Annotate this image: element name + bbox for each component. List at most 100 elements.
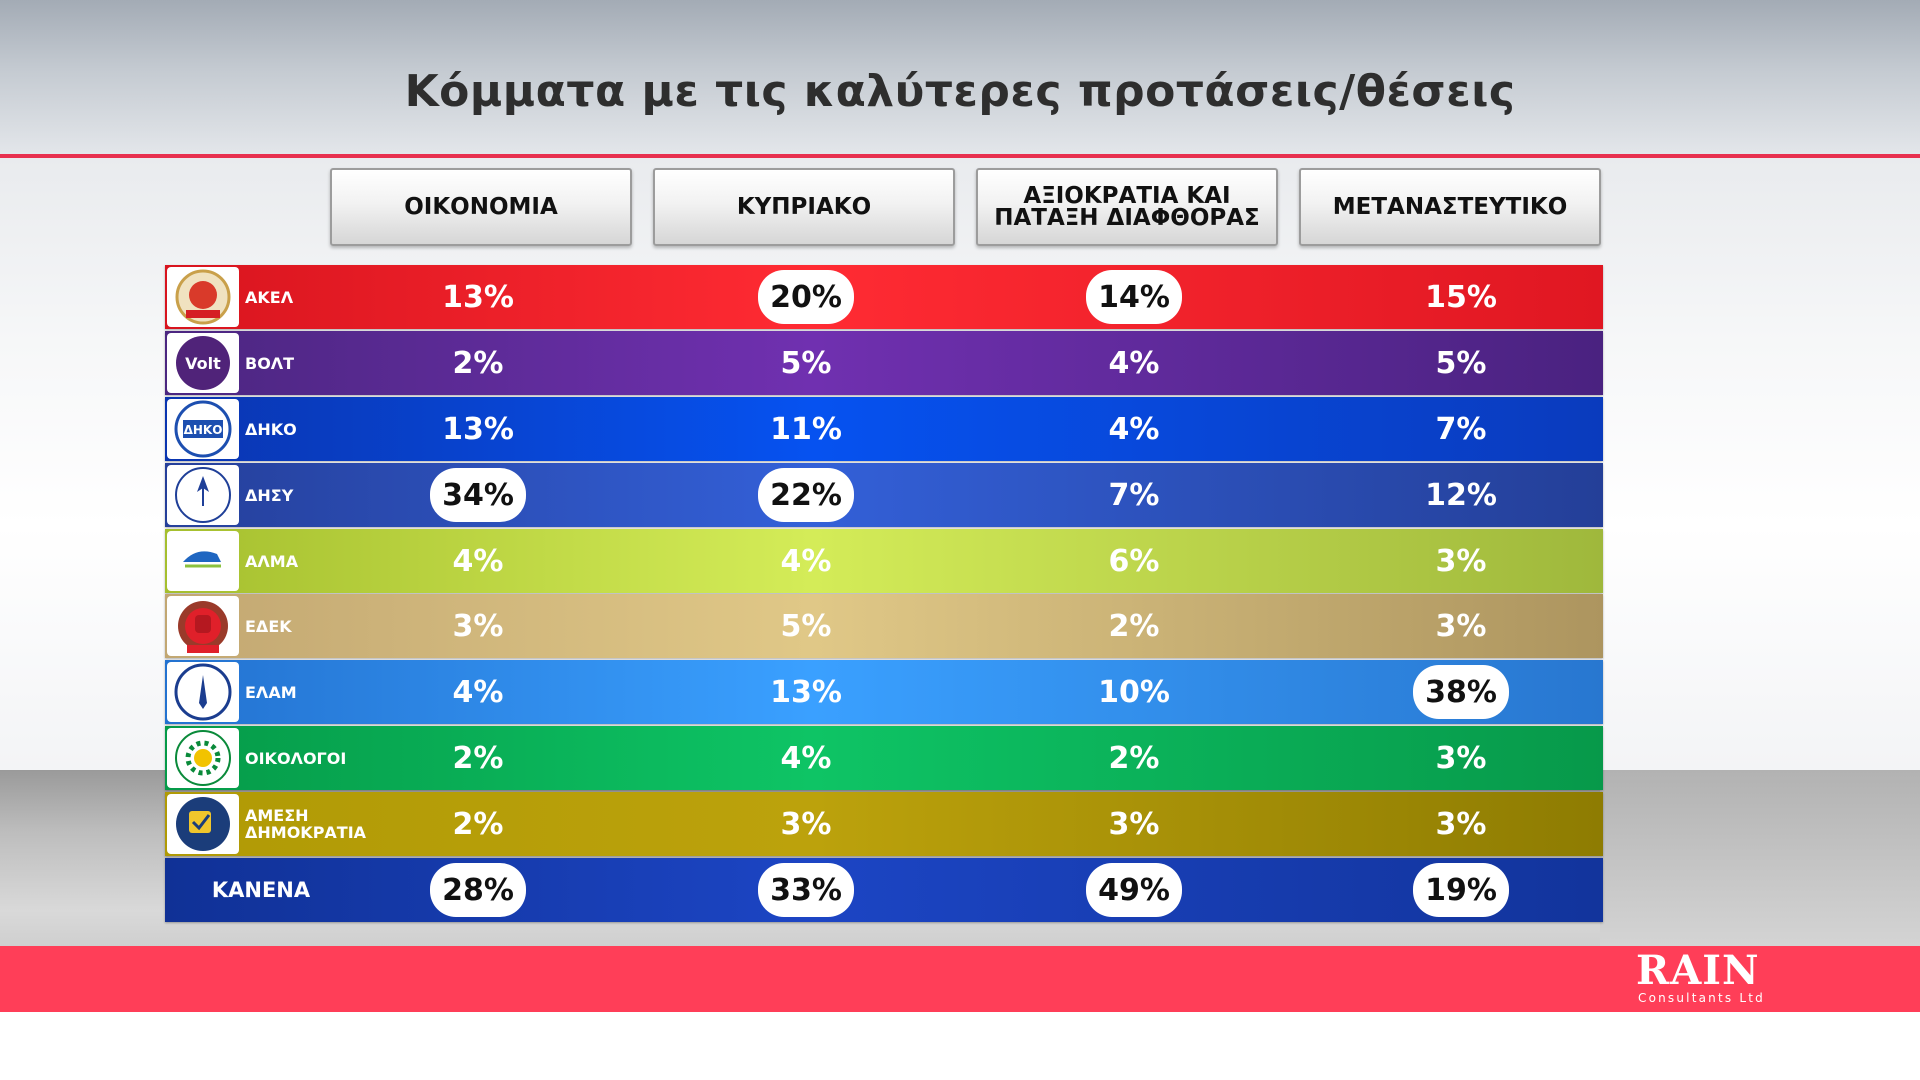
table-row: ΕΛΑΜ 4% 13% 10% 38% [165,660,1603,724]
header-background [0,0,1920,154]
highlighted-value: 14% [1086,270,1182,324]
value-cell: 3% [1406,529,1516,593]
value-label: 3% [1435,608,1487,644]
value-label: 2% [452,740,504,776]
volt-logo-icon: Volt [167,333,239,393]
value-cell: 3% [423,594,533,658]
value-label: 7% [1435,411,1487,447]
value-label: 15% [1425,279,1497,315]
value-cell: 4% [1079,331,1189,395]
oikologoi-logo-icon [167,728,239,788]
rain-logo: RAIN Consultants Ltd [1636,950,1786,1010]
value-label: 3% [1435,806,1487,842]
value-label: 3% [452,608,504,644]
floor-stage [1600,770,1920,946]
party-name: ΕΔΕΚ [245,616,292,636]
value-cell: 7% [1079,463,1189,527]
value-cell: 3% [1406,726,1516,790]
value-cell: 5% [1406,331,1516,395]
value-cell: 11% [751,397,861,461]
value-label: 3% [780,806,832,842]
table-row: ΕΔΕΚ 3% 5% 2% 3% [165,594,1603,658]
value-cell: 2% [423,792,533,856]
value-label: 13% [442,279,514,315]
value-label: 2% [1108,608,1160,644]
party-name: ΕΛΑΜ [245,682,297,702]
value-cell: 5% [751,331,861,395]
value-cell: 7% [1406,397,1516,461]
value-cell: 33% [751,858,861,922]
diko-logo-icon: ΔΗΚΟ [167,399,239,459]
edek-logo-icon [167,596,239,656]
value-cell: 4% [423,529,533,593]
party-name: ΒΟΛΤ [245,353,295,373]
column-header-meritocracy: ΑΞΙΟΚΡΑΤΙΑ ΚΑΙ ΠΑΤΑΞΗ ΔΙΑΦΘΟΡΑΣ [976,168,1278,246]
value-cell: 49% [1079,858,1189,922]
value-cell: 3% [1079,792,1189,856]
value-cell: 3% [1406,594,1516,658]
table-row: ΑΜΕΣΗ ΔΗΜΟΚΡΑΤΙΑ 2% 3% 3% 3% [165,792,1603,856]
value-label: 5% [780,608,832,644]
akel-logo-icon [167,267,239,327]
amesi-dimokratia-logo-icon [167,794,239,854]
svg-text:ΔΗΚΟ: ΔΗΚΟ [184,423,223,437]
value-label: 13% [770,674,842,710]
value-cell: 20% [751,265,861,329]
value-cell: 13% [423,397,533,461]
footer-band [0,946,1920,1012]
party-name: ΑΛΜΑ [245,551,299,571]
value-label: 11% [770,411,842,447]
value-cell: 2% [423,331,533,395]
value-label: 3% [1435,740,1487,776]
value-label: 12% [1425,477,1497,513]
value-cell: 2% [423,726,533,790]
value-cell: 10% [1079,660,1189,724]
value-label: 2% [452,806,504,842]
value-label: 2% [452,345,504,381]
disy-logo-icon [167,465,239,525]
value-label: 4% [452,543,504,579]
highlighted-value: 28% [430,863,526,917]
value-cell: 14% [1079,265,1189,329]
value-cell: 4% [1079,397,1189,461]
value-cell: 4% [751,726,861,790]
table-row: Volt ΒΟΛΤ 2% 5% 4% 5% [165,331,1603,395]
value-label: 3% [1435,543,1487,579]
elam-logo-icon [167,662,239,722]
column-header-migration: ΜΕΤΑΝΑΣΤΕΥΤΙΚΟ [1299,168,1601,246]
table-row: ΔΗΚΟ ΔΗΚΟ 13% 11% 4% 7% [165,397,1603,461]
highlighted-value: 19% [1413,863,1509,917]
value-label: 4% [1108,345,1160,381]
brand-name: RAIN [1636,947,1760,994]
value-label: 6% [1108,543,1160,579]
value-cell: 2% [1079,594,1189,658]
highlighted-value: 22% [758,468,854,522]
value-label: 4% [452,674,504,710]
value-cell: 34% [423,463,533,527]
value-label: 4% [780,740,832,776]
table-row: ΑΚΕΛ 13% 20% 14% 15% [165,265,1603,329]
value-label: 3% [1108,806,1160,842]
highlighted-value: 49% [1086,863,1182,917]
party-name: ΑΚΕΛ [245,287,294,307]
value-cell: 6% [1079,529,1189,593]
value-cell: 5% [751,594,861,658]
value-cell: 13% [423,265,533,329]
value-cell: 4% [751,529,861,593]
value-cell: 22% [751,463,861,527]
table-row: ΚΑΝΕΝΑ 28% 33% 49% 19% [165,858,1603,922]
highlighted-value: 20% [758,270,854,324]
value-cell: 2% [1079,726,1189,790]
value-label: 10% [1098,674,1170,710]
table-row: ΔΗΣΥ 34% 22% 7% 12% [165,463,1603,527]
table-row: ΟΙΚΟΛΟΓΟΙ 2% 4% 2% 3% [165,726,1603,790]
value-cell: 4% [423,660,533,724]
value-label: 4% [1108,411,1160,447]
party-name: ΔΗΣΥ [245,485,294,505]
value-cell: 12% [1406,463,1516,527]
value-label: 7% [1108,477,1160,513]
brand-subtitle: Consultants Ltd [1638,991,1765,1005]
value-label: 4% [780,543,832,579]
value-label: 5% [1435,345,1487,381]
value-cell: 38% [1406,660,1516,724]
